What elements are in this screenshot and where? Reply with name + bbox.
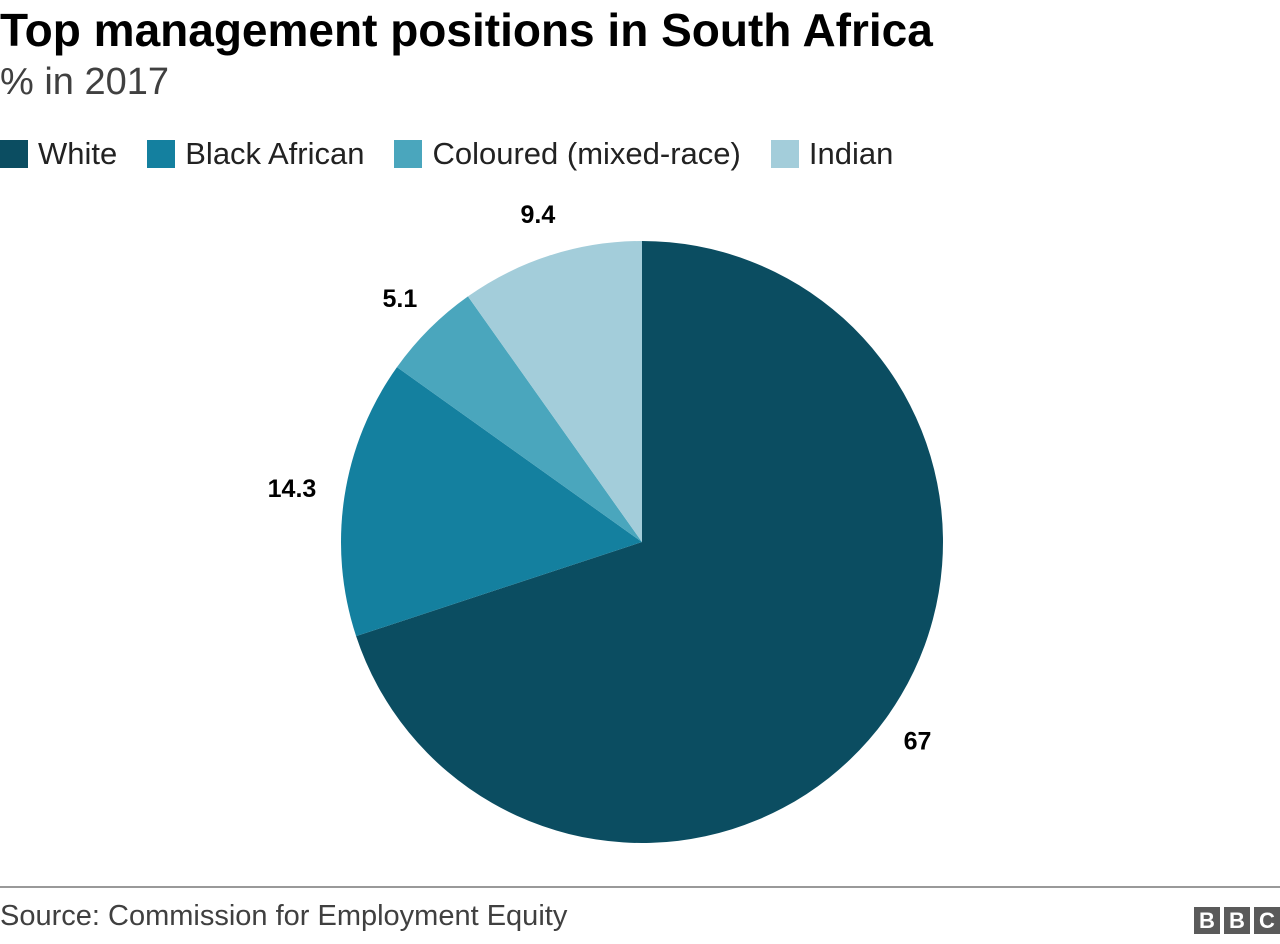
data-label-coloured-mixed-race: 5.1 (383, 285, 418, 313)
legend-item-black-african: Black African (147, 134, 364, 174)
legend-label: Black African (185, 136, 365, 171)
chart-subtitle: % in 2017 (0, 61, 170, 103)
data-label-white: 67 (904, 727, 932, 755)
data-label-black-african: 14.3 (268, 475, 317, 503)
pie-slice-indian (467, 241, 642, 542)
legend-swatch (0, 140, 28, 168)
logo-letter: B (1194, 907, 1220, 934)
legend-label: White (38, 136, 118, 171)
legend-label: Coloured (mixed-race) (432, 136, 741, 171)
legend-swatch (394, 140, 423, 168)
logo-letter: C (1254, 907, 1280, 934)
footer-divider (0, 886, 1280, 888)
legend-label: Indian (808, 136, 894, 171)
chart-legend: White Black African Coloured (mixed-race) I… (0, 134, 923, 174)
legend-swatch (770, 140, 799, 168)
pie-slice-black-african (341, 367, 642, 637)
chart-title: Top management positions in South Africa (0, 4, 933, 56)
pie-chart: 67 14.3 5.1 9.4 (268, 201, 943, 844)
pie-slice-white (356, 241, 943, 844)
legend-item-white: White (0, 134, 117, 174)
legend-item-coloured-mixed-race: Coloured (mixed-race) (394, 134, 741, 174)
pie-slice-coloured-mixed-race (396, 296, 642, 542)
legend-item-indian: Indian (770, 134, 894, 174)
data-label-indian: 9.4 (521, 201, 556, 229)
source-note: Source: Commission for Employment Equity (0, 900, 568, 932)
legend-swatch (147, 140, 176, 168)
logo-letter: B (1224, 907, 1250, 934)
